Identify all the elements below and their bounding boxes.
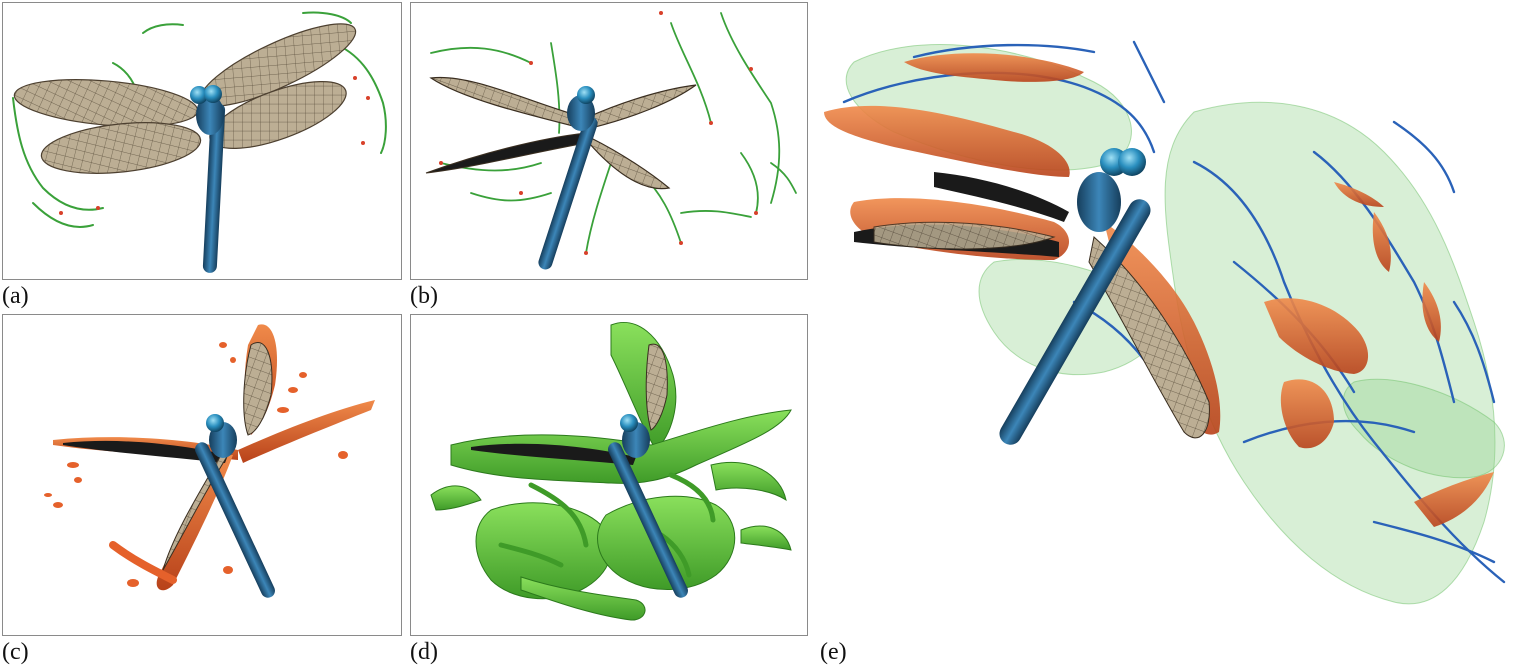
panel-e-image	[814, 2, 1518, 634]
panel-d-image	[410, 314, 808, 636]
panel-c-label: (c)	[2, 639, 29, 665]
panel-b-image	[410, 2, 808, 280]
panel-b-label: (b)	[410, 283, 438, 309]
panel-e-label: (e)	[820, 639, 847, 665]
panel-d-label: (d)	[410, 639, 438, 665]
panel-a-image	[2, 2, 402, 280]
panel-c-image	[2, 314, 402, 636]
panel-a-label: (a)	[2, 283, 29, 309]
